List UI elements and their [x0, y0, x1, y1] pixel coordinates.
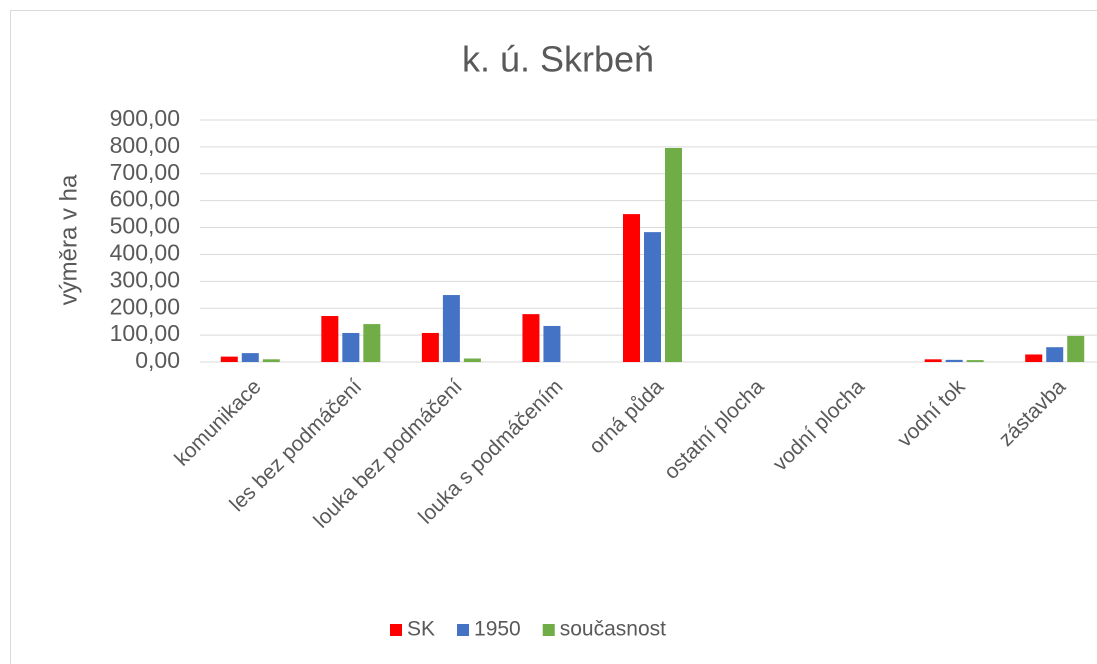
y-axis-title: výměra v ha — [55, 174, 82, 305]
bar — [421, 332, 439, 362]
bar — [463, 358, 481, 362]
bar — [945, 359, 963, 362]
bar — [665, 147, 682, 362]
bar — [966, 360, 984, 362]
bar — [363, 324, 381, 362]
y-tick-label: 400,00 — [110, 240, 180, 266]
bar — [522, 314, 540, 362]
legend-swatch — [457, 624, 470, 636]
chart-title: k. ú. Skrbeň — [462, 39, 654, 80]
bar — [262, 359, 280, 362]
y-tick-label: 0,00 — [135, 347, 180, 373]
bar — [1025, 354, 1043, 362]
y-tick-label: 500,00 — [110, 213, 180, 239]
y-tick-label: 600,00 — [110, 186, 180, 212]
bar — [342, 332, 360, 362]
bar — [924, 359, 942, 362]
legend-label: SK — [407, 618, 435, 641]
y-tick-label: 900,00 — [110, 105, 180, 131]
bar — [623, 214, 640, 362]
legend-swatch — [390, 624, 402, 636]
y-tick-label: 800,00 — [110, 132, 180, 158]
bar — [543, 325, 561, 362]
bar — [644, 232, 661, 362]
legend-label: současnost — [560, 618, 666, 641]
bar — [442, 295, 460, 362]
bar — [241, 353, 259, 362]
bar — [1067, 335, 1085, 362]
y-tick-label: 100,00 — [110, 320, 180, 346]
bar — [220, 356, 238, 362]
legend-swatch — [542, 624, 555, 636]
bar — [1046, 347, 1064, 362]
y-tick-label: 300,00 — [110, 266, 180, 292]
bar — [321, 316, 339, 362]
y-tick-label: 200,00 — [110, 293, 180, 319]
legend-label: 1950 — [474, 618, 521, 641]
y-tick-label: 700,00 — [110, 159, 180, 185]
